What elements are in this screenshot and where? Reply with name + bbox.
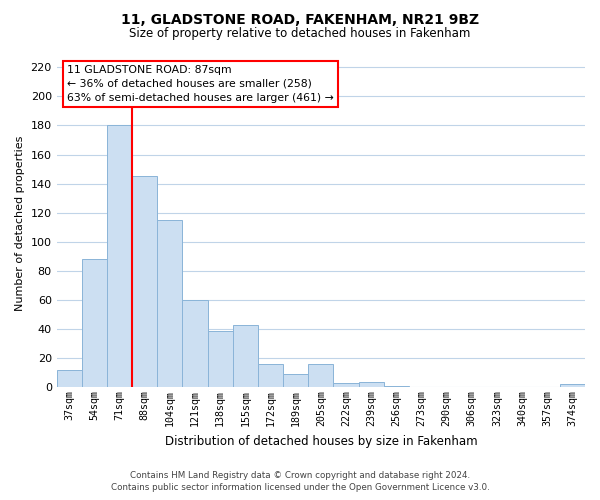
Y-axis label: Number of detached properties: Number of detached properties <box>15 136 25 312</box>
Bar <box>208 330 233 388</box>
Bar <box>157 220 182 388</box>
Text: Size of property relative to detached houses in Fakenham: Size of property relative to detached ho… <box>130 28 470 40</box>
Bar <box>82 260 107 388</box>
Bar <box>560 384 585 388</box>
Bar <box>107 126 132 388</box>
Bar <box>283 374 308 388</box>
Bar <box>132 176 157 388</box>
Bar <box>334 383 359 388</box>
X-axis label: Distribution of detached houses by size in Fakenham: Distribution of detached houses by size … <box>164 434 477 448</box>
Text: Contains HM Land Registry data © Crown copyright and database right 2024.
Contai: Contains HM Land Registry data © Crown c… <box>110 471 490 492</box>
Bar <box>182 300 208 388</box>
Text: 11 GLADSTONE ROAD: 87sqm
← 36% of detached houses are smaller (258)
63% of semi-: 11 GLADSTONE ROAD: 87sqm ← 36% of detach… <box>67 65 334 103</box>
Bar <box>56 370 82 388</box>
Text: 11, GLADSTONE ROAD, FAKENHAM, NR21 9BZ: 11, GLADSTONE ROAD, FAKENHAM, NR21 9BZ <box>121 12 479 26</box>
Bar <box>258 364 283 388</box>
Bar <box>308 364 334 388</box>
Bar <box>384 386 409 388</box>
Bar <box>359 382 384 388</box>
Bar <box>233 325 258 388</box>
